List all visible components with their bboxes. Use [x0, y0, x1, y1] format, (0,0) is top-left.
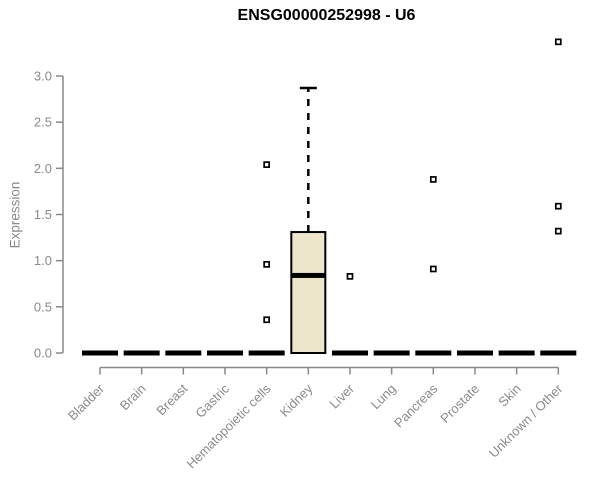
outlier-point-unknown-other	[554, 227, 562, 235]
x-tick-label-kidney: Kidney	[277, 381, 316, 420]
zero-bar-hematopoietic-cells	[248, 350, 285, 356]
x-tick-label-liver: Liver	[327, 381, 358, 412]
y-tick-label: 0.5	[34, 299, 52, 314]
zero-bar-bladder	[82, 350, 118, 356]
zero-bar-brain	[123, 350, 160, 356]
zero-bar-unknown-other	[540, 350, 577, 356]
outlier-point-unknown-other	[554, 38, 562, 46]
zero-bar-gastric	[206, 350, 243, 356]
zero-bar-skin	[498, 350, 535, 356]
y-tick-label: 0.0	[34, 346, 52, 361]
box-kidney	[290, 231, 327, 354]
outlier-point-unknown-other	[554, 202, 562, 210]
outlier-point-liver	[346, 273, 354, 280]
x-tick-label-lung: Lung	[368, 381, 399, 412]
zero-bar-liver	[331, 350, 368, 356]
zero-bar-breast	[165, 350, 202, 356]
x-tick-label-prostate: Prostate	[437, 381, 482, 426]
zero-bar-prostate	[456, 350, 493, 356]
chart-title: ENSG00000252998 - U6	[237, 7, 416, 24]
x-tick-label-breast: Breast	[153, 381, 190, 418]
x-tick-label-bladder: Bladder	[65, 381, 108, 424]
y-tick-label: 2.5	[34, 115, 52, 130]
x-tick-label-unknown-other: Unknown / Other	[486, 381, 566, 461]
x-tick-label-skin: Skin	[495, 381, 523, 409]
outlier-point-pancreas	[429, 176, 437, 183]
zero-bar-lung	[373, 350, 410, 356]
y-tick-label: 1.0	[34, 253, 52, 268]
y-tick-label: 1.5	[34, 207, 52, 222]
outlier-point-pancreas	[429, 265, 437, 273]
outlier-point-hematopoietic-cells	[263, 261, 271, 268]
zero-bar-pancreas	[415, 350, 452, 356]
y-tick-label: 2.0	[34, 161, 52, 176]
y-tick-label: 3.0	[34, 69, 52, 84]
x-tick-label-brain: Brain	[117, 381, 149, 413]
x-tick-label-pancreas: Pancreas	[391, 381, 441, 431]
outlier-point-hematopoietic-cells	[263, 161, 271, 168]
outlier-point-hematopoietic-cells	[263, 316, 271, 324]
x-tick-label-gastric: Gastric	[192, 381, 232, 421]
median-line-kidney	[291, 272, 326, 278]
